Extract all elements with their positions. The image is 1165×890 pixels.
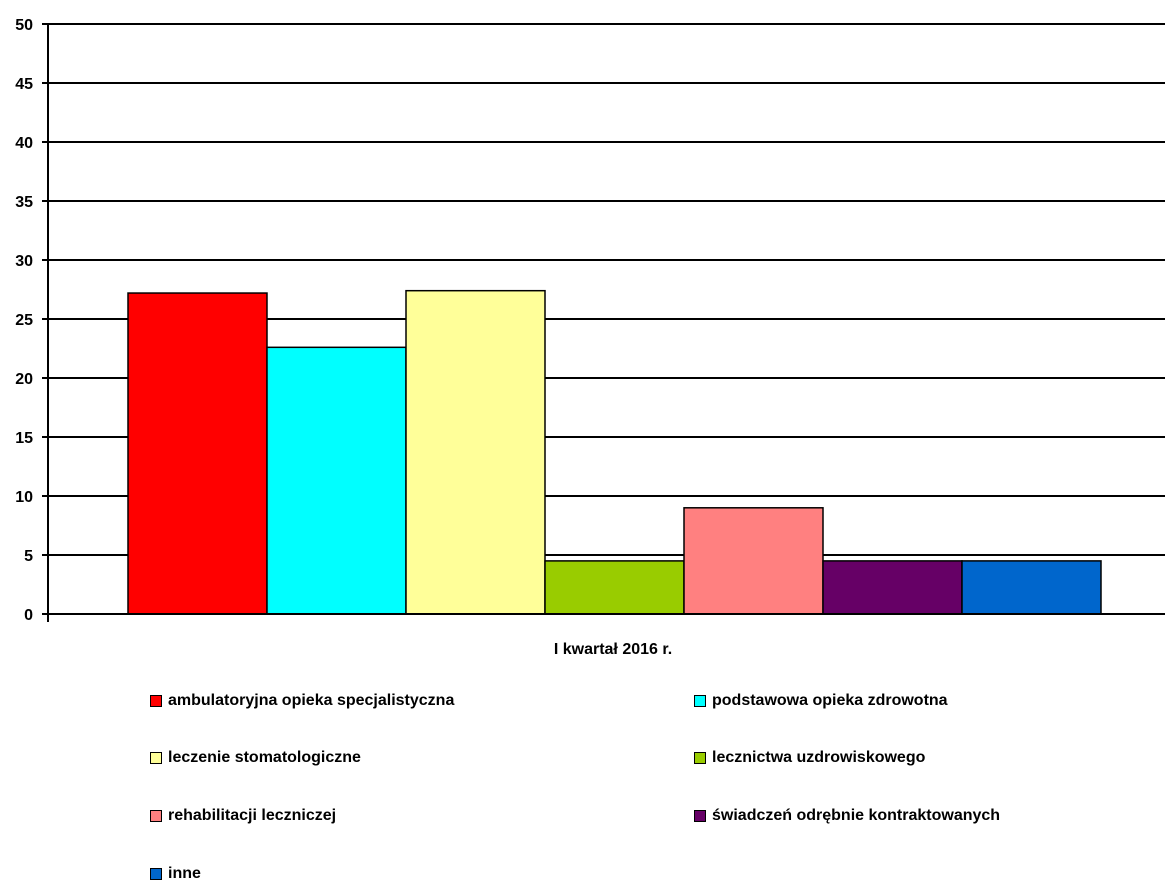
bar-7 [961,560,1102,615]
axes [42,23,1165,622]
y-tick-label: 30 [15,253,33,270]
y-tick-label: 40 [15,135,33,152]
y-tick-label: 0 [24,607,33,624]
bar-2 [266,346,407,615]
bar-5 [683,507,824,615]
y-tick-label: 35 [15,194,33,211]
bars [127,289,1102,615]
y-tick-labels: 0 5 10 15 20 25 30 35 40 45 50 [15,17,33,624]
y-tick-label: 5 [24,548,33,565]
x-category-labels: I kwartał 2016 r. [554,641,672,658]
y-tick-label: 20 [15,371,33,388]
y-tick-label: 50 [15,17,33,34]
x-category-label: I kwartał 2016 r. [554,641,672,658]
y-tick-label: 25 [15,312,33,329]
bar-6 [822,560,963,615]
y-tick-label: 10 [15,489,33,506]
bar-4 [544,560,685,615]
y-tick-label: 15 [15,430,33,447]
bar-3 [405,289,546,615]
y-tick-label: 45 [15,76,33,93]
bar-1 [127,292,268,615]
